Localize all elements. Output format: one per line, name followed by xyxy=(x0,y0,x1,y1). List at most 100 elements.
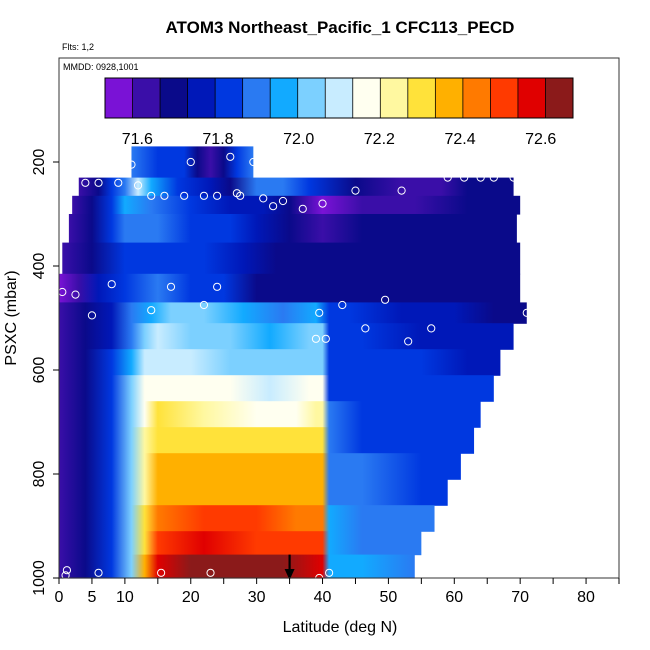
sample-point xyxy=(213,282,222,291)
sample-point xyxy=(107,280,116,289)
colorbar-swatch xyxy=(242,78,271,118)
sample-point xyxy=(186,157,195,167)
sample-point xyxy=(278,196,288,206)
y-tick-label: 1000 xyxy=(31,560,48,596)
sample-point xyxy=(199,191,209,200)
sample-point xyxy=(94,568,103,577)
colorbar-swatch xyxy=(297,78,326,118)
colorbar-tick-label: 72.2 xyxy=(364,131,395,148)
sample-point xyxy=(166,282,176,291)
heatmap-cell xyxy=(59,505,435,532)
sample-point xyxy=(427,324,436,333)
sample-point xyxy=(226,152,235,161)
colorbar-swatch xyxy=(187,78,216,118)
x-tick-label: 50 xyxy=(380,589,398,606)
sample-point xyxy=(338,300,347,310)
sample-point xyxy=(361,324,370,333)
sample-point xyxy=(87,311,97,320)
sample-point xyxy=(160,191,169,200)
sample-point xyxy=(71,290,80,299)
heatmap-cell xyxy=(59,273,521,303)
sample-point xyxy=(476,173,485,182)
heatmap-cell xyxy=(59,453,461,480)
heatmap-cell xyxy=(59,401,481,428)
sample-point xyxy=(325,568,334,577)
colorbar-swatch xyxy=(380,78,409,118)
sample-point xyxy=(311,334,321,343)
sample-point xyxy=(269,202,278,211)
colorbar-swatch xyxy=(215,78,244,118)
colorbar-tick-label: 72.0 xyxy=(283,131,314,148)
sample-point xyxy=(71,168,80,177)
sample-point xyxy=(321,334,330,343)
sample-point xyxy=(180,191,189,200)
x-tick-label: 60 xyxy=(445,589,463,606)
sample-point xyxy=(318,199,327,208)
sample-point xyxy=(381,295,390,304)
heatmap-cell xyxy=(131,146,254,179)
x-tick-label: 30 xyxy=(248,589,266,606)
arrow-head xyxy=(284,569,295,580)
chart-title: ATOM3 Northeast_Pacific_1 CFC113_PECD xyxy=(165,18,515,37)
y-tick-label: 200 xyxy=(31,149,48,176)
colorbar-frame xyxy=(104,77,574,119)
colorbar-swatch xyxy=(270,78,299,118)
y-tick-label: 400 xyxy=(31,253,48,280)
sample-point xyxy=(213,191,222,200)
x-axis: 0 5 10 20 30 40 50 60 70 80 xyxy=(55,578,620,606)
sample-point xyxy=(460,173,469,182)
heatmap-cells xyxy=(59,146,527,579)
sample-point xyxy=(147,191,156,200)
sample-point xyxy=(522,308,531,317)
x-tick-label: 80 xyxy=(577,589,595,606)
heatmap-cell xyxy=(68,214,517,244)
heatmap-cell xyxy=(62,242,521,275)
heatmap-cell xyxy=(78,177,514,197)
colorbar-swatch xyxy=(105,78,134,118)
sample-point xyxy=(114,178,123,187)
sample-point xyxy=(259,194,268,203)
sample-point xyxy=(127,160,136,169)
sample-point xyxy=(206,568,215,577)
heatmap-cell xyxy=(59,531,422,556)
colorbar-swatch xyxy=(325,78,354,118)
x-tick-label: 5 xyxy=(87,589,96,606)
sample-point xyxy=(147,306,156,315)
sample-point xyxy=(236,191,245,200)
sample-point xyxy=(249,157,258,167)
colorbar-swatch xyxy=(407,78,436,118)
heatmap-cell xyxy=(59,349,501,376)
sample-point xyxy=(404,337,413,346)
heatmap-cell xyxy=(59,323,514,350)
colorbar-swatch xyxy=(462,78,491,118)
flight-points xyxy=(58,152,531,583)
sample-point xyxy=(62,566,72,575)
colorbar-swatch xyxy=(160,78,189,118)
sample-point xyxy=(94,178,103,187)
heatmap-cell xyxy=(59,375,494,402)
x-tick-label: 70 xyxy=(511,589,529,606)
y-tick-label: 800 xyxy=(31,461,48,488)
sample-point xyxy=(61,571,70,580)
sample-point xyxy=(351,186,360,195)
sample-point xyxy=(509,173,518,182)
x-tick-label: 0 xyxy=(55,589,64,606)
sample-point xyxy=(489,173,498,182)
colorbar-tick-label: 72.4 xyxy=(444,131,475,148)
sample-point xyxy=(81,178,90,187)
colorbar-swatch xyxy=(132,78,161,118)
x-axis-label: Latitude (deg N) xyxy=(283,619,398,636)
colorbar-tick-label: 71.8 xyxy=(202,131,233,148)
heatmap-cell xyxy=(59,427,475,454)
colorbar-tick-label: 71.6 xyxy=(122,131,153,148)
colorbar-swatch xyxy=(435,78,464,118)
dates-label: MMDD: 0928,1001 xyxy=(63,62,139,72)
colorbar-swatch xyxy=(490,78,519,118)
sample-point xyxy=(298,204,307,213)
colorbar-swatch xyxy=(545,78,574,118)
x-tick-label: 40 xyxy=(314,589,332,606)
sample-point xyxy=(199,300,209,310)
colorbar-swatch xyxy=(352,78,381,118)
plot-frame xyxy=(58,57,620,579)
